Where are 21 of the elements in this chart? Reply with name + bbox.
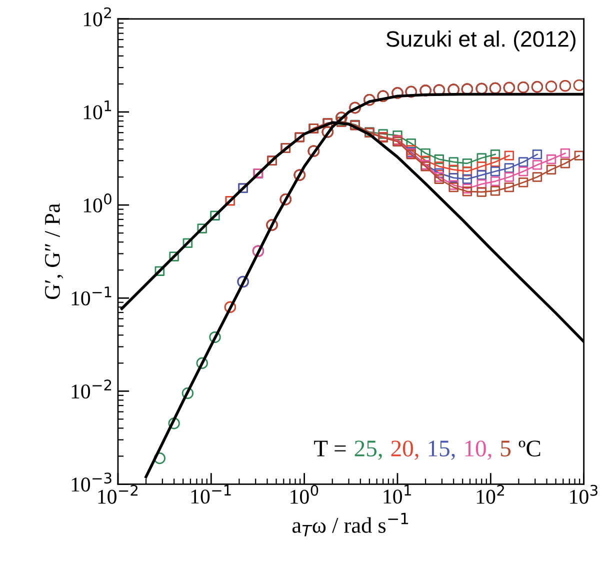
- x-tick-label: 10$^{0}$: [290, 484, 318, 504]
- text: 15,: [428, 440, 455, 460]
- y-tick-label: 10$^{−2}$: [72, 380, 112, 399]
- y-axis-title: G′, G″ / Pa: [44, 203, 64, 300]
- x-tick-label: 10$^{2}$: [476, 484, 504, 504]
- text: 20,: [391, 440, 418, 460]
- y-tick-label: 10$^{0}$: [84, 193, 112, 212]
- text: 10,: [465, 440, 492, 460]
- annotation: Suzuki et al. (2012): [386, 30, 576, 52]
- x-axis-title: a$_{T}$ω / rad s$^{−1}$: [292, 512, 408, 536]
- text: 5: [501, 440, 511, 456]
- annotation: ºC: [518, 440, 540, 456]
- text: 25,: [354, 440, 382, 460]
- x-tick-label: 10$^{3}$: [570, 484, 598, 504]
- y-tick-label: 10$^{2}$: [84, 7, 111, 26]
- y-tick-label: 10$^{−1}$: [72, 286, 112, 306]
- y-tick-label: 10$^{1}$: [84, 100, 112, 120]
- x-tick-label: 10$^{−1}$: [191, 484, 231, 504]
- x-tick-label: 10$^{−2}$: [98, 484, 138, 504]
- x-tick-label: 10$^{1}$: [384, 484, 411, 504]
- legend-title: T =: [314, 440, 346, 456]
